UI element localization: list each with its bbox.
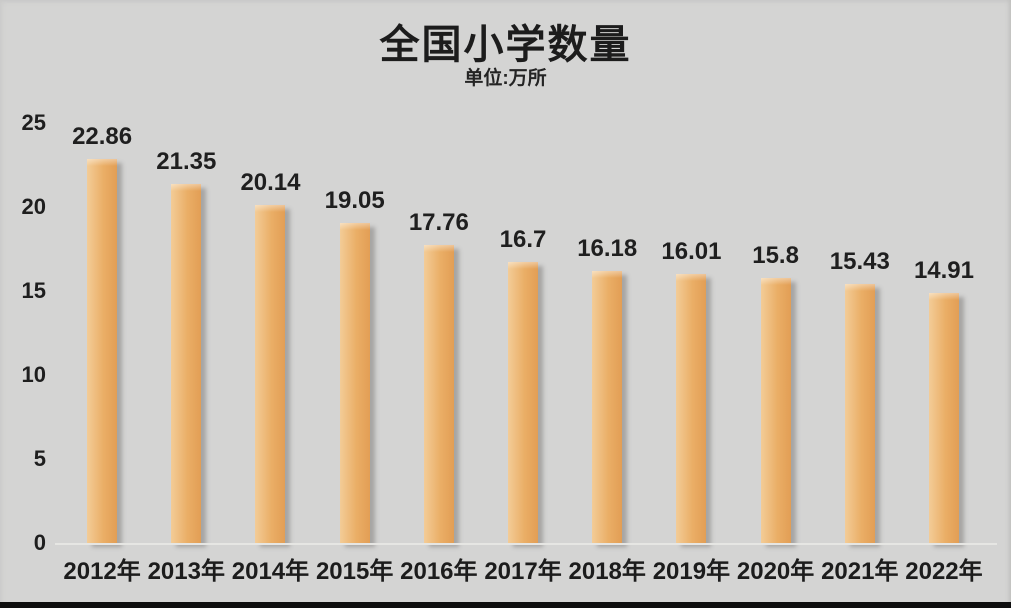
plot-area: 0 5 10 15 20 25 22.86 21.35 20.14 19.05 17.76 16.7… (0, 110, 1011, 555)
x-tick-label: 2017年 (484, 558, 562, 585)
bar-column: 14.91 (902, 123, 986, 543)
chart-title: 全国小学数量 (379, 23, 632, 67)
bar-column: 16.18 (565, 123, 649, 543)
bar-value-label: 19.05 (324, 187, 385, 214)
bar-value-label: 16.01 (661, 238, 722, 265)
y-tick-label: 0 (33, 530, 46, 555)
bar-value-label: 16.18 (577, 235, 638, 262)
y-tick-label: 5 (33, 446, 46, 471)
bar-column: 15.8 (734, 123, 818, 543)
chart-unit-label: 单位:万所 (464, 68, 547, 89)
bar (255, 205, 286, 543)
bar (339, 223, 370, 543)
bar-column: 19.05 (313, 123, 397, 543)
bar (508, 262, 539, 543)
bar-column: 21.35 (144, 123, 228, 543)
bar-column: 16.7 (481, 123, 565, 543)
bar-column: 15.43 (818, 123, 902, 543)
bars-row: 22.86 21.35 20.14 19.05 17.76 16.7 16.18 16.01 1… (60, 123, 986, 543)
y-axis: 0 5 10 15 20 25 (0, 110, 48, 555)
x-tick-label: 2015年 (315, 558, 394, 585)
x-tick-label: 2016年 (400, 558, 478, 585)
y-tick-label: 20 (21, 194, 46, 219)
y-tick-label: 10 (21, 362, 46, 387)
bar-column: 16.01 (649, 123, 733, 543)
x-tick-label: 2021年 (821, 558, 899, 585)
bar-value-label: 17.76 (408, 209, 469, 236)
bar (844, 284, 875, 543)
x-tick-label: 2013年 (147, 558, 225, 585)
bottom-border-bar (0, 602, 1011, 608)
x-tick-label: 2012年 (63, 558, 141, 585)
bar-value-label: 20.14 (240, 169, 301, 196)
bar-value-label: 15.43 (829, 248, 890, 275)
x-axis-line (55, 543, 997, 545)
x-tick-label: 2019年 (652, 558, 731, 585)
bar-column: 22.86 (60, 123, 144, 543)
bar-column: 17.76 (397, 123, 481, 543)
bar (592, 271, 623, 543)
bar (676, 274, 707, 543)
x-tick-label: 2014年 (231, 558, 310, 585)
bar (171, 184, 202, 543)
bar-column: 20.14 (228, 123, 312, 543)
bar (423, 245, 454, 543)
x-tick-label: 2018年 (568, 558, 646, 585)
bar-value-label: 22.86 (72, 123, 133, 150)
bar-value-label: 16.7 (499, 226, 547, 253)
bar (928, 293, 959, 543)
bar (760, 278, 791, 543)
bar-value-label: 15.8 (752, 242, 799, 269)
x-axis-row: 2012年 2013年 2014年 2015年 2016年 2017年 2018年 2019年… (60, 551, 986, 586)
x-tick-label: 2022年 (905, 558, 983, 585)
x-tick-label: 2020年 (736, 558, 815, 585)
y-tick-label: 25 (21, 110, 46, 135)
y-tick-label: 15 (21, 278, 46, 303)
bar-value-label: 21.35 (156, 148, 217, 175)
bar-value-label: 14.91 (913, 257, 974, 284)
bar (87, 159, 118, 543)
